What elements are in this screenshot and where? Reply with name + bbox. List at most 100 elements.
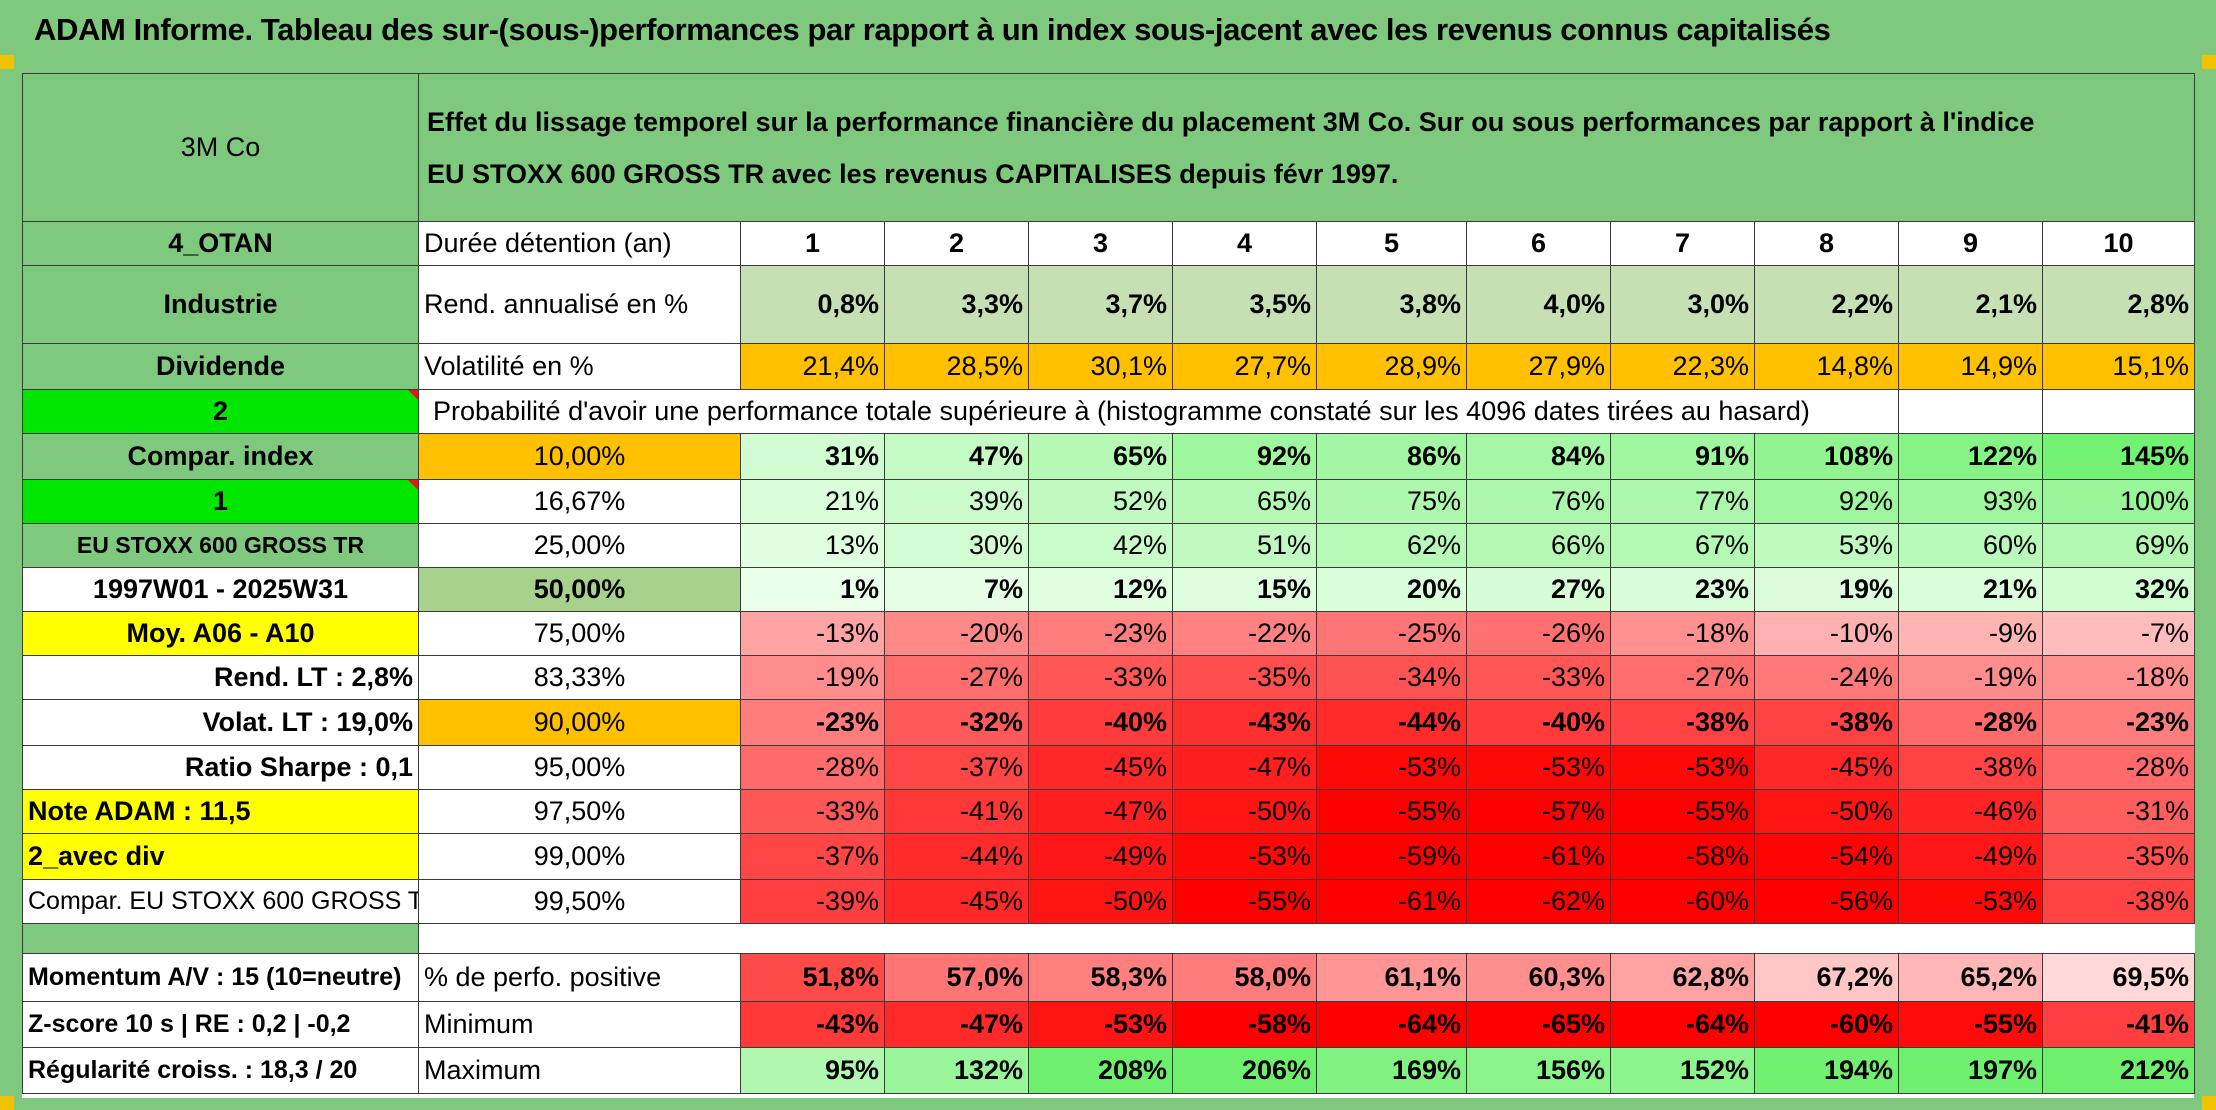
quantile-cell: -13% xyxy=(740,611,885,656)
annual-return-value: 4,0% xyxy=(1466,265,1611,344)
annual-return-value: 2,2% xyxy=(1754,265,1899,344)
quantile-cell: -35% xyxy=(1172,655,1317,700)
quantile-cell: -47% xyxy=(1172,745,1317,790)
quantile-cell: -33% xyxy=(1466,655,1611,700)
quantile-cell: -44% xyxy=(1316,699,1467,746)
positive-performance-cell: 62,8% xyxy=(1610,953,1755,1002)
volatility-label: Volatilité en % xyxy=(418,343,741,390)
quantile-label: 99,50% xyxy=(418,879,741,924)
quantile-cell: 19% xyxy=(1754,567,1899,612)
annual-return-value: 3,3% xyxy=(884,265,1029,344)
year-header: 7 xyxy=(1610,221,1755,266)
quantile-cell: -34% xyxy=(1316,655,1467,700)
quantile-cell: -37% xyxy=(740,833,885,880)
minimum-cell: -64% xyxy=(1610,1001,1755,1048)
description-line-1: Effet du lissage temporel sur la perform… xyxy=(427,106,2035,137)
annual-return-value: 3,5% xyxy=(1172,265,1317,344)
quantile-cell: -19% xyxy=(740,655,885,700)
quantile-cell: -26% xyxy=(1466,611,1611,656)
quantile-cell: -54% xyxy=(1754,833,1899,880)
quantile-label: 75,00% xyxy=(418,611,741,656)
quantile-cell: 27% xyxy=(1466,567,1611,612)
maximum-cell: 194% xyxy=(1754,1047,1899,1094)
quantile-cell: -61% xyxy=(1466,833,1611,880)
positive-performance-cell: 58,3% xyxy=(1028,953,1173,1002)
quantile-cell: -50% xyxy=(1028,879,1173,924)
quantile-cell: 52% xyxy=(1028,479,1173,524)
volatility-value: 21,4% xyxy=(740,343,885,390)
quantile-cell: -57% xyxy=(1466,789,1611,834)
minimum-cell: -47% xyxy=(884,1001,1029,1048)
quantile-cell: 21% xyxy=(1898,567,2043,612)
annual-return-value: 3,7% xyxy=(1028,265,1173,344)
maximum-label: Maximum xyxy=(418,1047,741,1094)
long-term-volatility: Volat. LT : 19,0% xyxy=(22,699,419,746)
quantile-cell: 60% xyxy=(1898,523,2043,568)
year-header: 10 xyxy=(2041,221,2196,266)
positive-performance-left-label: Momentum A/V : 15 (10=neutre) xyxy=(22,953,419,1002)
selector-value-2[interactable]: 1 xyxy=(22,479,419,524)
quantile-cell: 66% xyxy=(1466,523,1611,568)
quantile-cell: 65% xyxy=(1172,479,1317,524)
quantile-label: 95,00% xyxy=(418,745,741,790)
sector: Industrie xyxy=(22,265,419,344)
quantile-cell: 76% xyxy=(1466,479,1611,524)
quantile-cell: 21% xyxy=(740,479,885,524)
quantile-cell: -55% xyxy=(1172,879,1317,924)
quantile-cell: -38% xyxy=(2041,879,2196,924)
quantile-cell: 67% xyxy=(1610,523,1755,568)
maximum-cell: 152% xyxy=(1610,1047,1755,1094)
quantile-cell: -46% xyxy=(1898,789,2043,834)
quantile-cell: 84% xyxy=(1466,433,1611,480)
quantile-label: 16,67% xyxy=(418,479,741,524)
minimum-cell: -53% xyxy=(1028,1001,1173,1048)
maximum-cell: 95% xyxy=(740,1047,885,1094)
quantile-cell: -28% xyxy=(2041,745,2196,790)
positive-performance-label: % de perfo. positive xyxy=(418,953,741,1002)
annual-return-label: Rend. annualisé en % xyxy=(418,265,741,344)
average-label: Moy. A06 - A10 xyxy=(22,611,419,656)
quantile-cell: 53% xyxy=(1754,523,1899,568)
quantile-cell: -60% xyxy=(1610,879,1755,924)
quantile-cell: 31% xyxy=(740,433,885,480)
quantile-cell: 92% xyxy=(1754,479,1899,524)
corner-marker-bottom-right xyxy=(2202,1096,2216,1110)
selector-value-1[interactable]: 2 xyxy=(22,389,419,434)
quantile-cell: -53% xyxy=(1316,745,1467,790)
quantile-cell: -43% xyxy=(1172,699,1317,746)
empty-cell xyxy=(2041,389,2196,434)
quantile-cell: 122% xyxy=(1898,433,2043,480)
compar-index-label: Compar. index xyxy=(22,433,419,480)
quantile-cell: -28% xyxy=(740,745,885,790)
volatility-value: 14,9% xyxy=(1898,343,2043,390)
quantile-cell: -55% xyxy=(1316,789,1467,834)
quantile-cell: -23% xyxy=(1028,611,1173,656)
company-name: 3M Co xyxy=(22,73,419,222)
volatility-value: 15,1% xyxy=(2041,343,2196,390)
corner-marker-left xyxy=(0,55,14,69)
quantile-cell: -32% xyxy=(884,699,1029,746)
positive-performance-cell: 65,2% xyxy=(1898,953,2043,1002)
quantile-cell: 20% xyxy=(1316,567,1467,612)
minimum-cell: -55% xyxy=(1898,1001,2043,1048)
minimum-cell: -58% xyxy=(1172,1001,1317,1048)
report-title: ADAM Informe. Tableau des sur-(sous-)per… xyxy=(0,0,2216,60)
quantile-cell: -45% xyxy=(1754,745,1899,790)
positive-performance-cell: 60,3% xyxy=(1466,953,1611,1002)
quantile-cell: -23% xyxy=(2041,699,2196,746)
annual-return-value: 2,1% xyxy=(1898,265,2043,344)
quantile-cell: -31% xyxy=(2041,789,2196,834)
quantile-cell: -28% xyxy=(1898,699,2043,746)
quantile-cell: -38% xyxy=(1898,745,2043,790)
volatility-value: 28,9% xyxy=(1316,343,1467,390)
quantile-label: 50,00% xyxy=(418,567,741,612)
quantile-cell: -19% xyxy=(1898,655,2043,700)
quantile-cell: -59% xyxy=(1316,833,1467,880)
quantile-cell: 145% xyxy=(2041,433,2196,480)
quantile-cell: 13% xyxy=(740,523,885,568)
long-term-return: Rend. LT : 2,8% xyxy=(22,655,419,700)
quantile-cell: 75% xyxy=(1316,479,1467,524)
year-header: 4 xyxy=(1172,221,1317,266)
quantile-cell: -50% xyxy=(1172,789,1317,834)
maximum-cell: 169% xyxy=(1316,1047,1467,1094)
